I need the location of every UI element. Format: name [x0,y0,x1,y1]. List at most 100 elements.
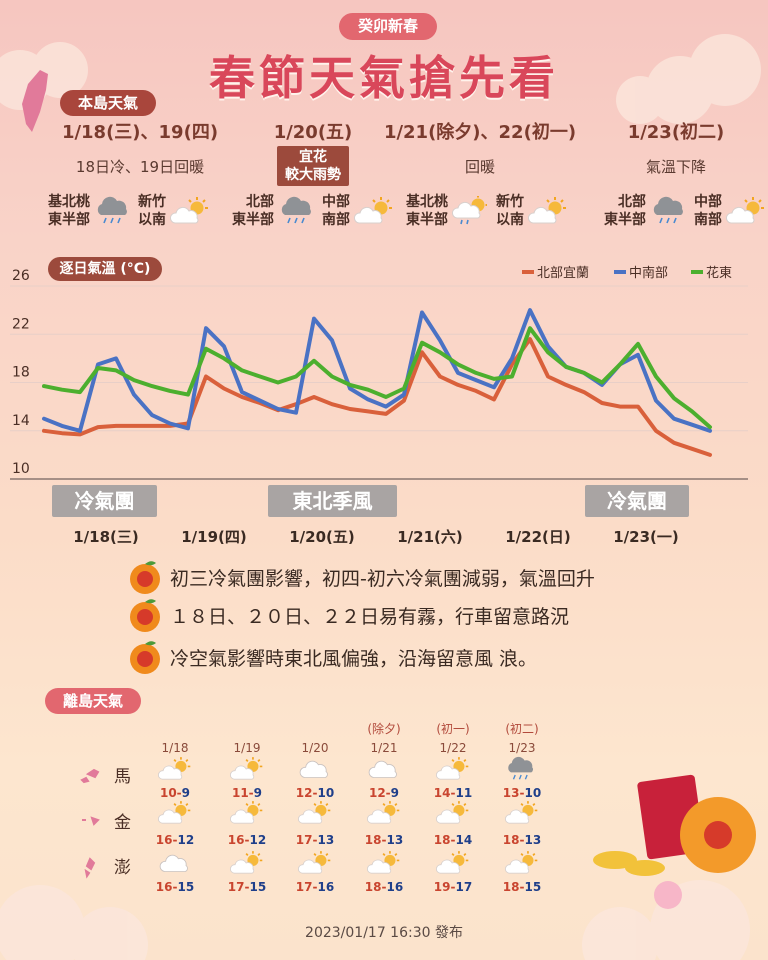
day-regions: 北部 東半部 中部 南部 [604,193,766,229]
y-tick-label: 26 [12,268,30,284]
note-text: 初三冷氣團影響，初四-初六冷氣團減弱，氣溫回升 [170,567,595,590]
day-date: 1/18(三)、19(四) [61,122,219,143]
island-temp: 119 [217,786,277,800]
temp-low: 16 [382,880,404,894]
island-name: 金 [114,813,131,833]
region-label: 北部 東半部 [232,194,274,228]
region-label: 中部 南部 [694,194,722,228]
annotation: 冷氣團 [75,489,135,513]
decor-clouds [0,34,761,960]
lunar-date: (除夕) [367,722,401,736]
annotation: 冷氣團 [607,489,667,513]
weather-icon [436,800,470,826]
temp-high: 17 [295,833,313,847]
island-date: 1/20 [301,741,329,755]
weather-icon [367,850,401,876]
island-temp: 1815 [492,880,552,894]
weather-icon [126,558,164,596]
region-label: 北部 東半部 [604,194,646,228]
chart-title-badge [48,257,162,281]
temp-low: 10 [520,786,542,800]
temp-high: 18 [502,833,520,847]
weather-icon [505,800,539,826]
weather-icon [367,756,401,782]
day-date: 1/20(五) [273,122,353,143]
weather-icon [158,850,192,876]
temp-high: 16 [227,833,245,847]
weather-icon [650,194,690,228]
weather-icon [278,194,318,228]
region-label: 基北桃 東半部 [48,194,90,228]
island-temp: 1917 [423,880,483,894]
temp-high: 10 [159,786,177,800]
note: 冷空氣影響時東北風偏強，沿海留意風 浪。 [126,638,537,676]
day-regions: 基北桃 東半部 新竹 以南 [406,193,568,229]
weather-icon [436,850,470,876]
x-tick-label: 1/20(五) [289,528,355,546]
island-temp: 129 [354,786,414,800]
island-temp: 1813 [492,833,552,847]
day-desc: 18日冷、19日回暖 [75,158,205,176]
legend-label: 北部宜蘭 [537,265,589,281]
temp-low: 15 [245,880,267,894]
temp-high: 14 [433,786,451,800]
weather-icon [528,194,568,228]
day-column: 1/23(初二) 氣溫下降 [566,118,768,178]
island-temp: 1612 [145,833,205,847]
temp-high: 18 [364,833,382,847]
weather-icon [436,756,470,782]
region-label: 新竹 以南 [496,194,524,228]
island-temp: 1612 [217,833,277,847]
y-tick-label: 10 [12,461,30,477]
temp-high: 16 [155,833,173,847]
temp-low: 13 [520,833,542,847]
weather-icon [505,850,539,876]
temp-high: 18 [433,833,451,847]
day-date: 1/21(除夕)、22(初一) [383,122,577,143]
weather-icon [726,194,766,228]
decor-gift [593,774,756,909]
x-tick-label: 1/22(日) [505,528,571,546]
y-tick-label: 22 [12,316,30,332]
island-name: 馬 [114,767,131,787]
weather-icon [452,194,492,228]
legend-label: 中南部 [629,265,668,281]
temp-high: 18 [502,880,520,894]
island-shape [80,768,100,784]
island-temp: 1813 [354,833,414,847]
island-shape-path [84,857,96,879]
weather-icon [158,800,192,826]
temp-high: 12 [295,786,313,800]
section-label: 離島天氣 [45,688,141,714]
island-shape [82,816,100,826]
annotation-band [52,485,157,517]
temp-low: 15 [173,880,195,894]
weather-icon [158,756,192,782]
day-desc: 氣溫下降 [645,158,706,176]
weather-icon [298,756,332,782]
series-line [42,326,712,430]
day-desc: 回暖 [464,158,495,176]
x-tick-label: 1/18(三) [73,528,139,546]
weather-icon [230,850,264,876]
temp-high: 12 [368,786,386,800]
badge: 癸卯新春 [339,13,437,40]
temp-low: 15 [520,880,542,894]
temp-low: 11 [451,786,473,800]
temp-low: 13 [382,833,404,847]
temp-high: 17 [295,880,313,894]
temp-high: 17 [227,880,245,894]
island-temp: 1310 [492,786,552,800]
chart-title: 逐日氣溫 (°C) [60,260,151,277]
weather-icon [126,596,164,634]
day-column: 1/18(三)、19(四) 18日冷、19日回暖 [30,118,250,178]
island-temp: 1615 [145,880,205,894]
footer: 2023/01/17 16:30 發布 [305,925,463,941]
region-label: 新竹 以南 [138,194,166,228]
island-shape-path [82,816,100,826]
temp-low: 14 [451,833,473,847]
weather-icon [230,756,264,782]
note-text: １８日、２０日、２２日易有霧，行車留意路況 [170,605,570,628]
temp-low: 16 [313,880,335,894]
day-column: 1/20(五) 宜花 較大雨勢 [203,118,423,186]
